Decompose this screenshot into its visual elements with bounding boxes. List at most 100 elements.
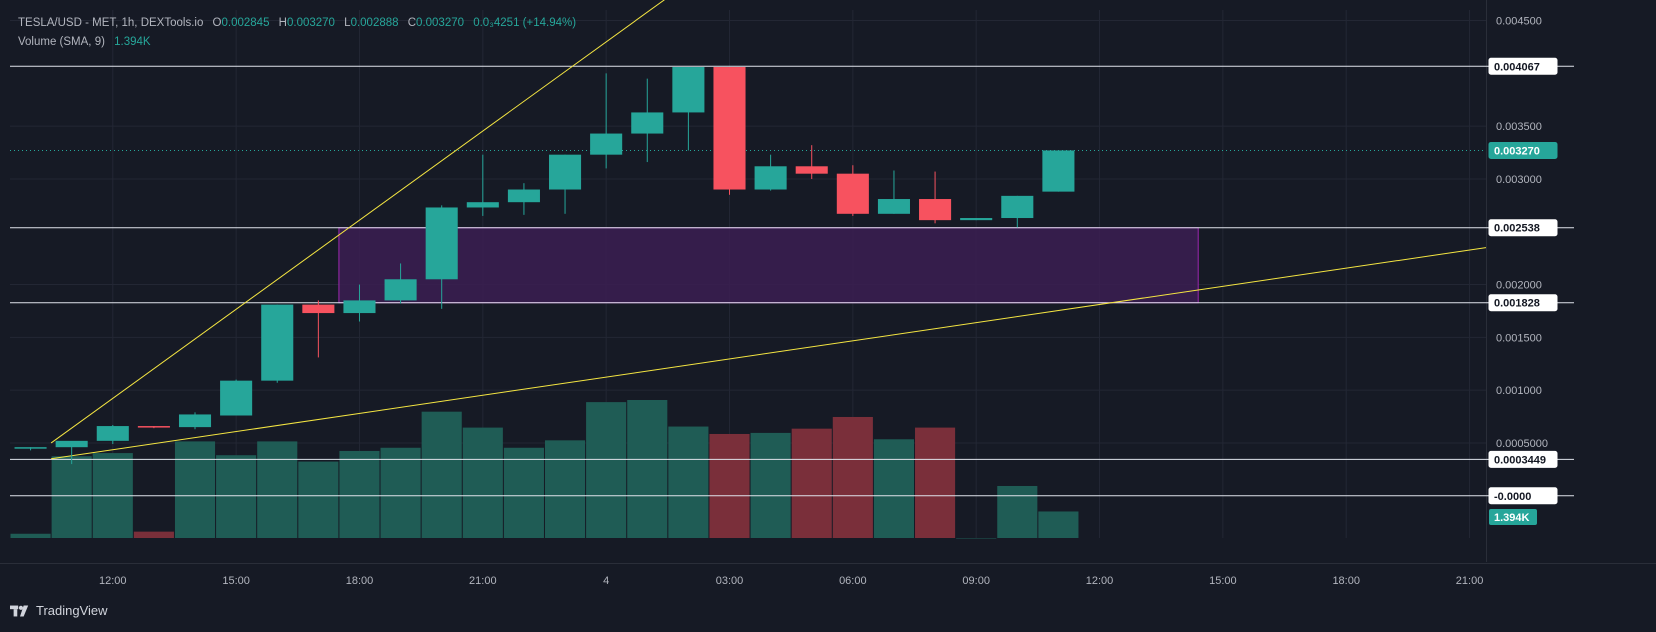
candle-body xyxy=(754,166,787,190)
x-tick-label: 15:00 xyxy=(1209,575,1237,587)
volume-bar xyxy=(832,416,873,538)
volume-bar xyxy=(51,456,92,538)
legend-o-label: O xyxy=(212,17,222,29)
current-price-label-box xyxy=(1488,141,1558,159)
candle-body xyxy=(713,67,746,190)
chart-legend: TESLA/USD - MET, 1h, DEXTools.io O0.0028… xyxy=(18,14,576,52)
volume-bar xyxy=(668,426,709,538)
volume-bar xyxy=(956,538,997,539)
horizontal-line-price-label-box xyxy=(1488,57,1558,75)
volume-tag-label: 1.394K xyxy=(1494,512,1530,524)
horizontal-line-price-label: 0.004067 xyxy=(1494,61,1540,73)
legend-ohlc-row: TESLA/USD - MET, 1h, DEXTools.io O0.0028… xyxy=(18,14,576,33)
horizontal-line-price-label: -0.0000 xyxy=(1494,491,1531,503)
tradingview-label: TradingView xyxy=(36,603,108,618)
horizontal-line-price-label-box xyxy=(1488,450,1558,468)
y-tick-label: 0.0005000 xyxy=(1496,438,1548,450)
volume-bar xyxy=(544,440,586,538)
candle-body xyxy=(425,207,458,280)
legend-volume-label: Volume (SMA, 9) xyxy=(18,36,105,48)
grid xyxy=(10,10,1486,538)
volume-bar xyxy=(216,455,257,538)
current-price-label: 0.003270 xyxy=(1494,145,1540,157)
trendline[interactable] xyxy=(51,247,1487,460)
x-tick-label: 18:00 xyxy=(1332,575,1360,587)
candle-body xyxy=(836,173,869,214)
legend-volume-row: Volume (SMA, 9) 1.394K xyxy=(18,33,576,52)
candle-body xyxy=(1042,150,1075,192)
x-tick-label: 09:00 xyxy=(962,575,990,587)
candle-body xyxy=(220,380,253,416)
candle-body xyxy=(919,199,952,221)
candle-body xyxy=(672,67,705,113)
horizontal-lines[interactable] xyxy=(10,65,1556,497)
volume-tag-box xyxy=(1489,509,1537,525)
volume-bars xyxy=(10,400,1079,539)
price-zone[interactable] xyxy=(338,227,1199,304)
legend-l-value: 0.002888 xyxy=(350,17,399,29)
volume-bar xyxy=(257,441,298,538)
trendlines[interactable] xyxy=(50,0,1487,460)
candle-body xyxy=(590,133,623,155)
legend-h-label: H xyxy=(278,17,287,29)
candle-body xyxy=(55,440,88,448)
y-tick-label: 0.001000 xyxy=(1496,385,1542,397)
legend-h-value: 0.003270 xyxy=(286,17,335,29)
x-tick-label: 21:00 xyxy=(469,575,497,587)
tradingview-brand[interactable]: TradingView xyxy=(10,603,108,618)
volume-bar xyxy=(421,411,462,538)
horizontal-line-price-label-box xyxy=(1488,294,1558,312)
volume-bar xyxy=(133,531,174,538)
tradingview-logo-icon xyxy=(10,605,29,616)
y-tick-label: 0.003000 xyxy=(1496,174,1542,186)
horizontal-line-price-label-box xyxy=(1488,487,1558,505)
x-tick-label: 03:00 xyxy=(716,575,744,587)
x-tick-label: 12:00 xyxy=(99,575,127,587)
candle-body xyxy=(960,218,993,221)
volume-bar xyxy=(750,432,791,538)
candle-body xyxy=(302,304,335,314)
volume-bar xyxy=(709,433,750,538)
y-tick-label: 0.002000 xyxy=(1496,280,1542,292)
volume-bar xyxy=(10,533,51,538)
volume-bar xyxy=(915,427,956,538)
volume-bar xyxy=(380,447,421,538)
candle-body xyxy=(1001,195,1034,219)
x-tick-label: 21:00 xyxy=(1456,575,1484,587)
legend-o-value: 0.002845 xyxy=(221,17,270,29)
candle-body xyxy=(631,112,664,134)
y-tick-label: 0.001500 xyxy=(1496,332,1542,344)
legend-change: 0.0₃4251 (+14.94%) xyxy=(473,17,577,29)
x-tick-label: 18:00 xyxy=(346,575,374,587)
candle-body xyxy=(466,202,499,208)
price-axis-background xyxy=(1486,0,1656,632)
legend-c-label: C xyxy=(407,17,417,29)
volume-bar xyxy=(462,427,503,538)
volume-bar xyxy=(1038,511,1079,538)
legend-c-value: 0.003270 xyxy=(416,17,465,29)
volume-bar xyxy=(339,450,380,538)
volume-bar xyxy=(627,400,668,538)
volume-bar xyxy=(298,461,339,538)
x-tick-label: 06:00 xyxy=(839,575,867,587)
x-tick-label: 15:00 xyxy=(222,575,250,587)
legend-volume-value: 1.394K xyxy=(114,36,151,48)
horizontal-line-price-label-box xyxy=(1488,219,1558,237)
x-tick-label: 4 xyxy=(603,575,609,587)
volume-bar xyxy=(873,439,915,538)
volume-bar xyxy=(997,485,1038,538)
candle-body xyxy=(261,304,294,381)
candle-body xyxy=(178,414,212,428)
horizontal-line-price-label: 0.001828 xyxy=(1494,298,1540,310)
candle-body xyxy=(384,279,417,301)
candle-body xyxy=(343,300,376,314)
horizontal-line-price-label: 0.002538 xyxy=(1494,223,1540,235)
trendline[interactable] xyxy=(50,0,668,444)
candle-body xyxy=(137,426,170,428)
candle-body xyxy=(507,189,540,203)
y-tick-label: 0.003500 xyxy=(1496,121,1542,133)
support-zone-rectangle[interactable] xyxy=(338,227,1199,304)
volume-bar xyxy=(503,447,544,538)
horizontal-line-price-label: 0.0003449 xyxy=(1494,454,1546,466)
